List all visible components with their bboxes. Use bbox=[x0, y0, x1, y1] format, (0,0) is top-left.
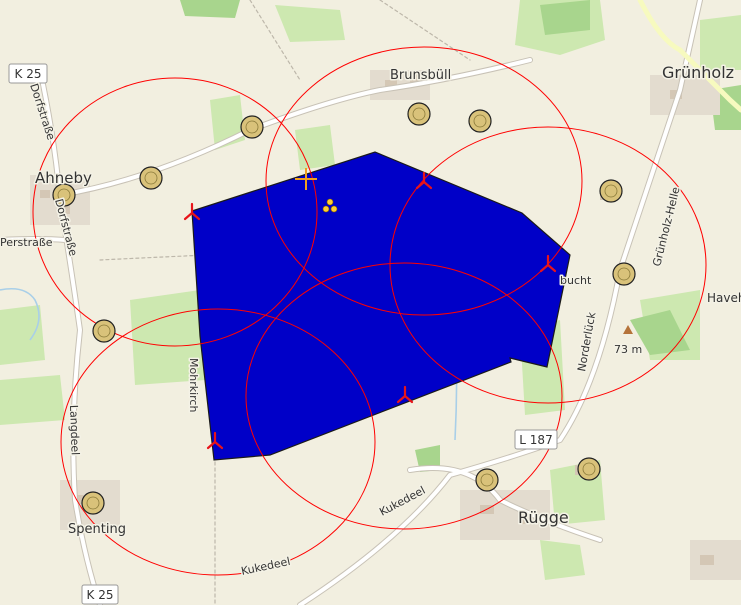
buffer-circle[interactable] bbox=[245, 262, 563, 530]
k25-top-label: K 25 bbox=[15, 67, 42, 81]
l187-label: L 187 bbox=[519, 433, 552, 447]
site-circle-icon[interactable] bbox=[240, 115, 264, 139]
site-circle-icon[interactable] bbox=[52, 183, 76, 207]
cluster-dots-icon[interactable] bbox=[322, 198, 338, 213]
planning-area-polygon[interactable] bbox=[191, 151, 571, 461]
wind-turbine-icon[interactable] bbox=[206, 431, 224, 450]
wood-areas bbox=[180, 0, 741, 472]
street-langdeel: Langdeel bbox=[67, 405, 82, 456]
place-ahneby: Ahneby bbox=[35, 169, 92, 187]
site-circle-icon[interactable] bbox=[577, 457, 601, 481]
wind-turbine-icon[interactable] bbox=[183, 202, 201, 221]
buffer-circle[interactable] bbox=[389, 126, 707, 404]
l187-shield: L 187 bbox=[514, 429, 558, 450]
site-circle-icon[interactable] bbox=[599, 179, 623, 203]
place-rugge: Rügge bbox=[518, 508, 569, 527]
place-labels: Ahneby Brunsbüll Grünholz Haveh Spenting… bbox=[34, 62, 741, 539]
elevation-label: 73 m bbox=[614, 343, 642, 356]
street-perstrasse: Perstraße bbox=[0, 236, 53, 249]
site-markers[interactable] bbox=[52, 102, 636, 515]
road-shields: K 25 L 187 K 25 bbox=[8, 63, 558, 605]
k25-bottom-label: K 25 bbox=[87, 588, 114, 602]
k25-bottom-shield: K 25 bbox=[81, 584, 119, 605]
place-bucht: bucht bbox=[560, 274, 592, 287]
buffer-circle[interactable] bbox=[60, 308, 376, 576]
street-mohrkirch: Mohrkirch bbox=[187, 358, 200, 412]
place-brunsbull: Brunsbüll bbox=[390, 68, 451, 83]
site-circle-icon[interactable] bbox=[92, 319, 116, 343]
place-haveh: Haveh bbox=[707, 291, 741, 305]
site-circle-icon[interactable] bbox=[81, 491, 105, 515]
site-circle-icon[interactable] bbox=[612, 262, 636, 286]
peak-triangle-icon bbox=[623, 325, 633, 334]
site-circle-icon[interactable] bbox=[475, 468, 499, 492]
site-circle-icon[interactable] bbox=[139, 166, 163, 190]
site-circle-icon[interactable] bbox=[407, 102, 431, 126]
buffer-circle[interactable] bbox=[32, 77, 318, 347]
k25-top-shield: K 25 bbox=[8, 63, 48, 84]
buffer-circle[interactable] bbox=[265, 46, 583, 316]
wind-turbine-icon[interactable] bbox=[539, 254, 557, 273]
cross-marker-icon[interactable] bbox=[295, 168, 317, 190]
site-circle-icon[interactable] bbox=[468, 109, 492, 133]
turbine-markers[interactable] bbox=[183, 171, 557, 450]
wind-turbine-icon[interactable] bbox=[396, 385, 414, 404]
wind-turbine-icon[interactable] bbox=[415, 171, 433, 190]
place-grunholz: Grünholz bbox=[662, 63, 734, 82]
place-spenting: Spenting bbox=[68, 522, 126, 537]
buffer-circles[interactable] bbox=[32, 46, 707, 576]
